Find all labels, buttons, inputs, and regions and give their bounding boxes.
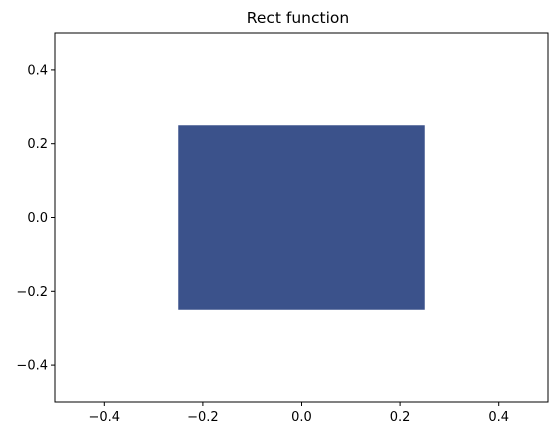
x-tick-label: 0.4 [488,410,509,425]
x-tick-label: 0.2 [390,410,411,425]
x-tick-label: −0.2 [187,410,219,425]
rect-region-0 [178,125,425,310]
x-axis: −0.4 −0.2 0.0 0.2 0.4 [89,402,509,425]
y-axis: −0.4 −0.2 0.0 0.2 0.4 [16,63,55,374]
y-tick-label: 0.2 [27,137,48,152]
y-tick-label: 0.0 [27,211,48,226]
chart-title: Rect function [247,9,349,27]
plot-frame [54,32,549,403]
regions-layer [178,125,425,310]
x-tick-label: −0.4 [89,410,121,425]
y-tick-label: −0.4 [16,359,48,374]
x-tick-label: 0.0 [291,410,312,425]
y-tick-label: 0.4 [27,63,48,78]
y-tick-label: −0.2 [16,285,48,300]
